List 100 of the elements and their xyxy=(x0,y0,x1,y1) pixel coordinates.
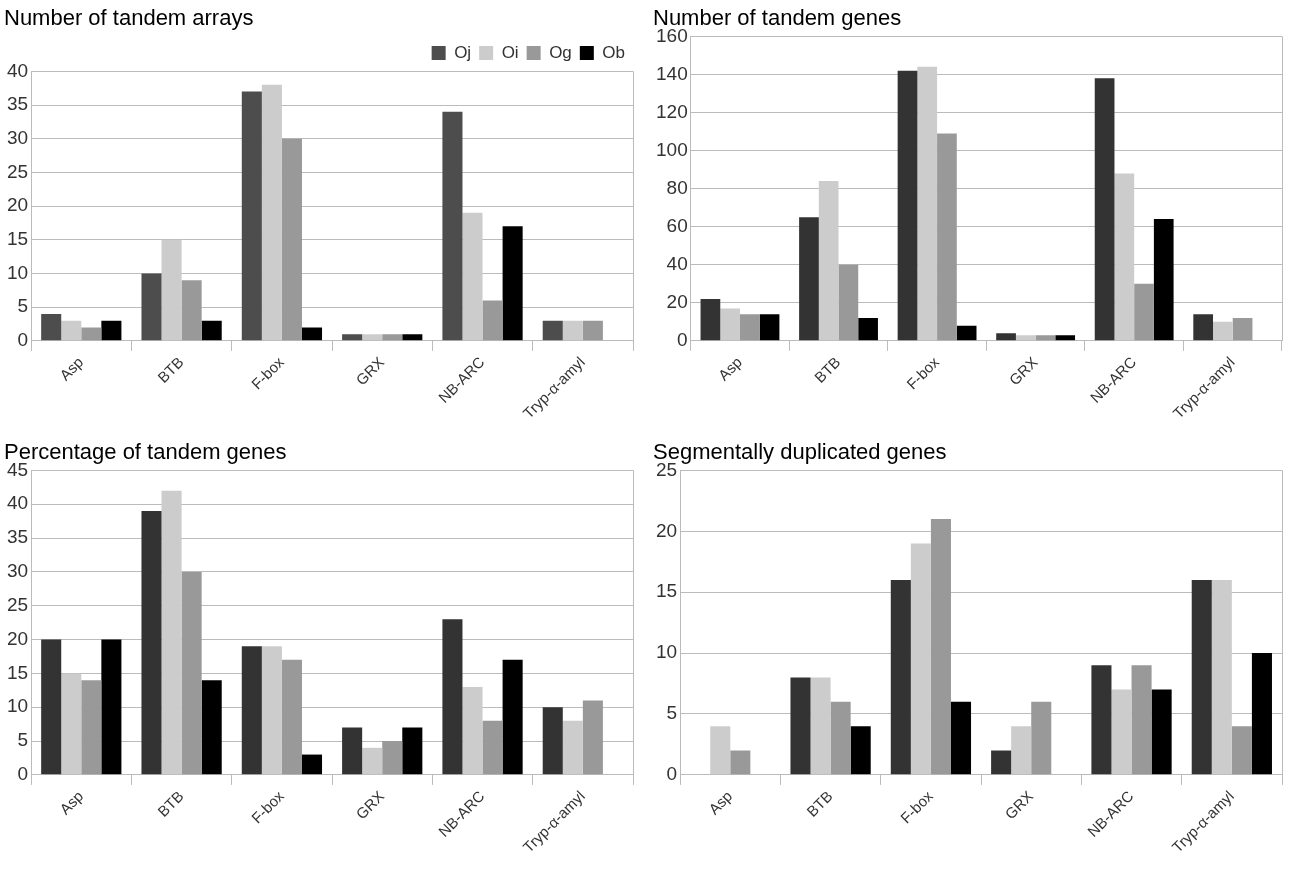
bar xyxy=(562,720,583,775)
y-tick-label: 40 xyxy=(6,492,29,514)
bar xyxy=(502,659,523,775)
bar xyxy=(261,84,282,341)
y-tick-label: 30 xyxy=(6,560,29,582)
y-tick-label: 10 xyxy=(6,261,29,283)
bar xyxy=(956,325,977,341)
bar xyxy=(161,239,182,341)
bar xyxy=(858,318,878,341)
bar xyxy=(1111,689,1132,775)
bar xyxy=(739,314,760,341)
y-tick-label: 0 xyxy=(17,329,29,351)
bar xyxy=(281,659,302,775)
y-tick-label: 30 xyxy=(6,127,29,148)
bar xyxy=(1191,580,1212,775)
bar xyxy=(890,580,911,775)
x-tick-label: BTB xyxy=(810,353,844,386)
bar xyxy=(382,741,403,775)
y-tick-label: 15 xyxy=(655,580,678,602)
y-tick-label: 25 xyxy=(6,160,29,182)
bar xyxy=(462,686,483,775)
bar xyxy=(1231,726,1252,775)
y-tick-label: 35 xyxy=(6,93,29,115)
y-tick-label: 10 xyxy=(655,641,678,663)
bar xyxy=(1153,219,1174,341)
bar xyxy=(81,680,102,775)
bar xyxy=(1232,318,1253,341)
bar xyxy=(720,308,740,341)
bar xyxy=(991,750,1012,775)
bar xyxy=(1015,335,1036,341)
bar xyxy=(582,320,603,341)
legend-label: Ob xyxy=(602,42,626,62)
x-tick-label: Asp xyxy=(56,353,87,384)
bar xyxy=(101,639,122,775)
bar xyxy=(1114,173,1135,341)
bar xyxy=(261,646,282,775)
y-tick-label: 5 xyxy=(666,702,678,724)
y-tick-label: 80 xyxy=(666,176,688,198)
chart-title: Number of tandem arrays xyxy=(4,5,254,31)
bar xyxy=(1151,689,1172,775)
bar xyxy=(41,639,62,775)
bar xyxy=(710,726,731,775)
y-tick-label: 140 xyxy=(656,62,688,84)
bar xyxy=(917,66,938,341)
y-tick-label: 25 xyxy=(6,593,29,615)
y-tick-label: 60 xyxy=(666,214,688,236)
y-tick-label: 0 xyxy=(17,763,29,785)
bar xyxy=(1134,283,1154,341)
bar xyxy=(950,701,972,775)
bar xyxy=(996,333,1016,341)
y-tick-label: 160 xyxy=(656,24,688,46)
bar xyxy=(700,299,721,341)
bar xyxy=(759,314,780,341)
bar xyxy=(181,571,202,775)
x-tick-label: BTB xyxy=(153,353,187,386)
bar xyxy=(1031,701,1052,775)
bar xyxy=(402,334,423,341)
bar xyxy=(790,677,811,775)
bar xyxy=(1211,580,1232,775)
bar xyxy=(301,754,323,775)
bar xyxy=(830,701,851,775)
y-tick-label: 15 xyxy=(6,228,29,250)
bar xyxy=(141,273,162,341)
bar xyxy=(850,726,871,775)
bar xyxy=(1213,321,1233,341)
bar xyxy=(181,280,202,341)
bar xyxy=(101,320,122,341)
bar xyxy=(818,181,839,341)
bar xyxy=(1011,726,1032,775)
x-tick-label: Asp xyxy=(56,787,87,818)
bar xyxy=(281,138,302,341)
bar xyxy=(41,313,62,341)
bar xyxy=(362,334,383,341)
bar xyxy=(342,334,363,341)
bar xyxy=(799,217,819,341)
legend-label: Og xyxy=(549,42,572,62)
bar xyxy=(362,747,383,775)
y-tick-label: 0 xyxy=(666,763,678,785)
bar xyxy=(382,334,403,341)
y-tick-label: 40 xyxy=(666,252,688,274)
bar xyxy=(810,677,831,775)
bar xyxy=(402,727,423,775)
bar xyxy=(1131,665,1152,775)
bar xyxy=(562,320,583,341)
legend-label: Oj xyxy=(454,42,472,62)
bar xyxy=(1094,78,1115,341)
bar xyxy=(482,720,503,775)
bar xyxy=(442,111,463,341)
y-tick-label: 20 xyxy=(655,519,678,541)
y-tick-label: 5 xyxy=(17,295,29,317)
y-tick-label: 40 xyxy=(6,59,29,81)
bar xyxy=(442,619,463,775)
y-tick-label: 15 xyxy=(6,661,29,683)
y-tick-label: 20 xyxy=(6,627,29,649)
y-tick-label: 35 xyxy=(6,526,29,548)
bar xyxy=(201,320,222,341)
bar xyxy=(937,133,957,341)
bar xyxy=(930,519,951,775)
bar xyxy=(241,646,262,775)
x-tick-label: Asp xyxy=(705,787,736,818)
